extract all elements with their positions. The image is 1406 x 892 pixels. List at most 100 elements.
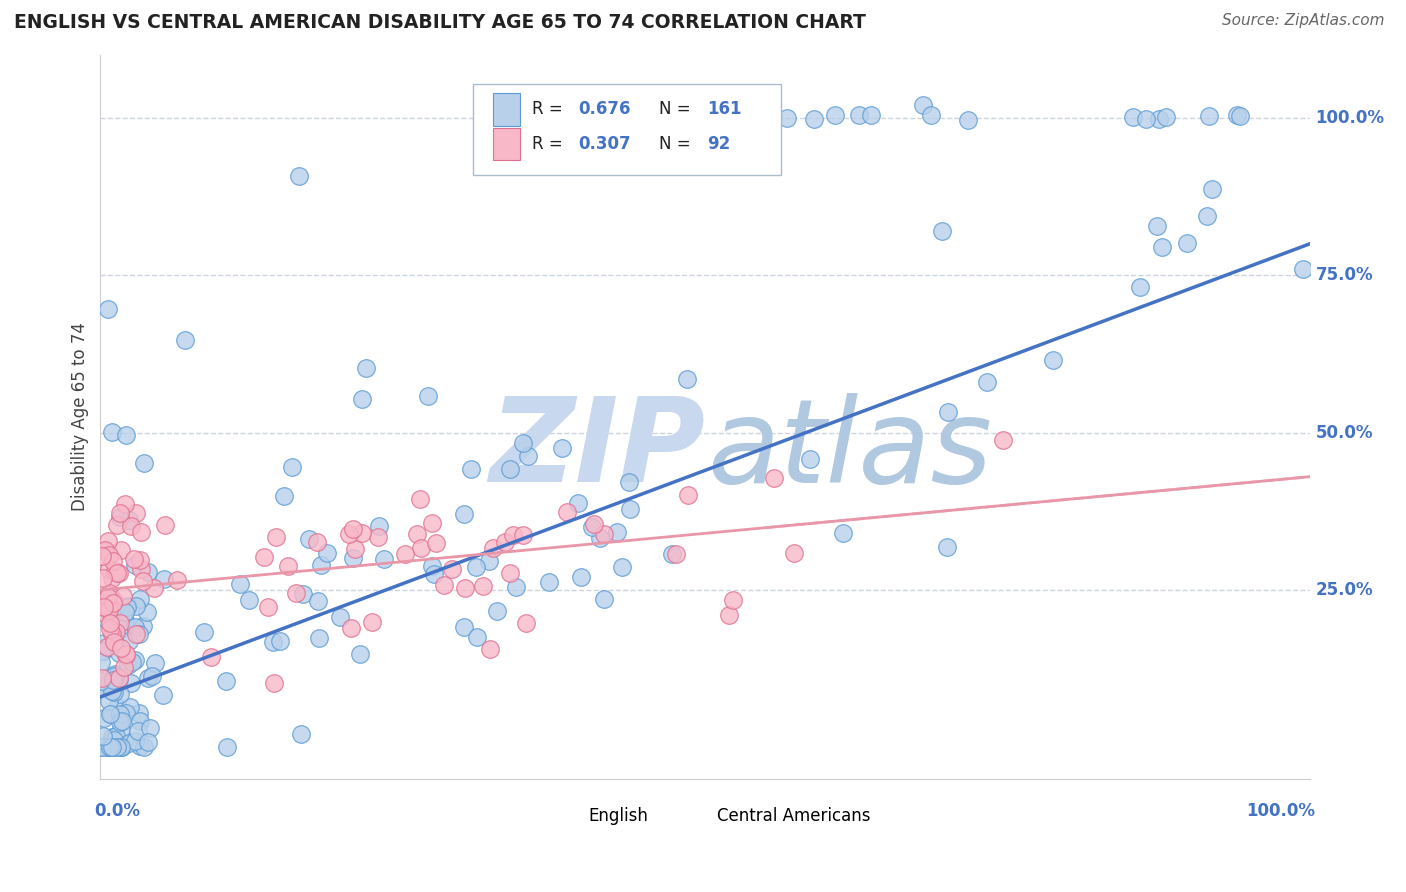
Point [108, 616, 131, 631]
Point [101, 571, 124, 585]
Point [124, 620, 146, 634]
Point [592, 527, 614, 541]
Point [824, 108, 846, 122]
Point [512, 435, 534, 450]
Point [340, 622, 363, 636]
Point [1129, 280, 1152, 294]
Text: 92: 92 [707, 136, 731, 153]
Point [100, 740, 122, 755]
Point [97, 600, 120, 615]
Text: R =: R = [531, 136, 568, 153]
Point [93, 710, 115, 724]
Point [121, 656, 143, 670]
Point [97, 598, 120, 612]
Point [485, 604, 508, 618]
Point [762, 111, 785, 125]
Point [91, 599, 114, 614]
Point [96, 640, 118, 654]
Text: English: English [589, 807, 648, 825]
Point [502, 528, 524, 542]
Point [292, 587, 315, 601]
Point [465, 559, 488, 574]
Point [676, 371, 699, 385]
Text: Source: ZipAtlas.com: Source: ZipAtlas.com [1222, 13, 1385, 29]
Point [567, 496, 589, 510]
Point [101, 731, 124, 745]
Point [593, 592, 616, 607]
Point [91, 643, 114, 657]
Point [420, 559, 443, 574]
FancyBboxPatch shape [560, 805, 582, 828]
Point [273, 489, 295, 503]
Point [136, 735, 159, 749]
Point [91, 729, 114, 743]
Point [142, 581, 165, 595]
Point [755, 112, 778, 127]
Point [97, 591, 120, 605]
Point [117, 657, 139, 672]
Point [723, 110, 745, 124]
Point [589, 531, 612, 545]
Point [453, 507, 475, 521]
Point [108, 671, 131, 685]
Point [115, 706, 138, 720]
Point [143, 657, 166, 671]
Point [515, 615, 537, 630]
Point [100, 740, 122, 755]
Point [277, 559, 299, 574]
Point [152, 688, 174, 702]
Point [516, 450, 538, 464]
Point [152, 572, 174, 586]
Point [101, 425, 124, 440]
Point [108, 622, 131, 636]
Point [132, 456, 155, 470]
Point [307, 594, 329, 608]
Point [108, 506, 131, 520]
Point [101, 673, 124, 687]
Point [97, 533, 120, 548]
Point [342, 550, 364, 565]
Point [1042, 353, 1064, 368]
Point [173, 333, 195, 347]
Point [101, 597, 124, 611]
Point [98, 603, 121, 617]
Point [124, 558, 146, 572]
Point [128, 706, 150, 720]
Point [394, 547, 416, 561]
Point [103, 633, 125, 648]
Point [471, 578, 494, 592]
Point [368, 518, 391, 533]
Text: N =: N = [659, 136, 696, 153]
Point [367, 530, 389, 544]
Point [581, 520, 603, 534]
Point [98, 681, 121, 696]
Point [112, 660, 135, 674]
Point [110, 723, 132, 737]
Point [127, 723, 149, 738]
Point [408, 492, 430, 507]
Point [124, 734, 146, 748]
Point [848, 108, 870, 122]
Point [118, 513, 141, 527]
Text: 161: 161 [707, 101, 742, 119]
Text: 75.0%: 75.0% [1316, 267, 1374, 285]
Point [465, 630, 488, 644]
Point [269, 633, 291, 648]
Point [107, 646, 129, 660]
Point [110, 641, 132, 656]
Point [101, 684, 124, 698]
Point [100, 706, 122, 721]
FancyBboxPatch shape [686, 805, 709, 828]
Point [494, 535, 516, 549]
Point [153, 518, 176, 533]
Point [453, 620, 475, 634]
Point [138, 565, 160, 579]
Point [91, 549, 114, 564]
Point [103, 637, 125, 651]
Point [97, 301, 120, 316]
Point [89, 605, 111, 619]
Point [136, 605, 159, 619]
Point [108, 673, 131, 687]
Point [478, 553, 501, 567]
Point [110, 740, 132, 755]
